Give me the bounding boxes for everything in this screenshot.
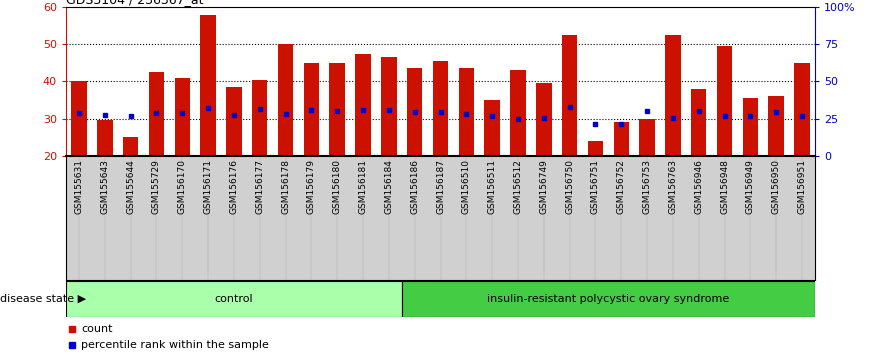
Bar bbox=[433, 61, 448, 156]
Text: GSM156763: GSM156763 bbox=[669, 160, 677, 215]
Text: count: count bbox=[81, 324, 113, 333]
Bar bbox=[66, 281, 402, 317]
Text: GSM156179: GSM156179 bbox=[307, 160, 316, 215]
Text: GSM156750: GSM156750 bbox=[565, 160, 574, 215]
Bar bbox=[691, 89, 707, 156]
Text: GSM156184: GSM156184 bbox=[384, 160, 393, 215]
Text: GSM156753: GSM156753 bbox=[642, 160, 652, 215]
Text: GSM155643: GSM155643 bbox=[100, 160, 109, 215]
Bar bbox=[122, 137, 138, 156]
Text: GSM156187: GSM156187 bbox=[436, 160, 445, 215]
Text: GSM156177: GSM156177 bbox=[255, 160, 264, 215]
Text: GSM156749: GSM156749 bbox=[539, 160, 548, 215]
Bar bbox=[717, 46, 732, 156]
Bar bbox=[562, 35, 577, 156]
Text: GSM156752: GSM156752 bbox=[617, 160, 626, 215]
Bar bbox=[174, 78, 190, 156]
Bar bbox=[640, 119, 655, 156]
Text: GSM156176: GSM156176 bbox=[229, 160, 239, 215]
Text: GSM156951: GSM156951 bbox=[797, 160, 806, 215]
Bar bbox=[768, 96, 784, 156]
Text: GSM156950: GSM156950 bbox=[772, 160, 781, 215]
Bar bbox=[329, 63, 345, 156]
Text: GSM156170: GSM156170 bbox=[178, 160, 187, 215]
Bar bbox=[252, 80, 268, 156]
Bar bbox=[278, 44, 293, 156]
Bar bbox=[381, 57, 396, 156]
Bar bbox=[795, 63, 810, 156]
Text: GSM156171: GSM156171 bbox=[204, 160, 212, 215]
Text: GSM155729: GSM155729 bbox=[152, 160, 161, 215]
Bar bbox=[613, 122, 629, 156]
Bar bbox=[226, 87, 241, 156]
Text: GSM156178: GSM156178 bbox=[281, 160, 290, 215]
Text: GSM156511: GSM156511 bbox=[488, 160, 497, 215]
Bar bbox=[71, 81, 86, 156]
Text: GSM156946: GSM156946 bbox=[694, 160, 703, 215]
Bar bbox=[149, 72, 164, 156]
Text: control: control bbox=[215, 294, 253, 304]
Text: disease state ▶: disease state ▶ bbox=[0, 294, 86, 304]
Text: GSM156180: GSM156180 bbox=[333, 160, 342, 215]
Bar bbox=[402, 281, 815, 317]
Text: GSM156181: GSM156181 bbox=[359, 160, 367, 215]
Text: GSM156186: GSM156186 bbox=[411, 160, 419, 215]
Bar bbox=[743, 98, 759, 156]
Text: GSM156512: GSM156512 bbox=[514, 160, 522, 215]
Text: GSM156948: GSM156948 bbox=[720, 160, 729, 215]
Bar bbox=[97, 120, 113, 156]
Text: percentile rank within the sample: percentile rank within the sample bbox=[81, 340, 269, 350]
Text: GSM155631: GSM155631 bbox=[75, 160, 84, 215]
Bar bbox=[459, 68, 474, 156]
Text: GSM156949: GSM156949 bbox=[746, 160, 755, 215]
Bar bbox=[510, 70, 526, 156]
Bar bbox=[355, 53, 371, 156]
Bar bbox=[304, 63, 319, 156]
Bar bbox=[536, 83, 552, 156]
Text: GSM156751: GSM156751 bbox=[591, 160, 600, 215]
Text: GSM155644: GSM155644 bbox=[126, 160, 135, 214]
Text: GSM156510: GSM156510 bbox=[462, 160, 470, 215]
Bar bbox=[407, 68, 422, 156]
Bar bbox=[200, 15, 216, 156]
Text: insulin-resistant polycystic ovary syndrome: insulin-resistant polycystic ovary syndr… bbox=[487, 294, 729, 304]
Text: GDS3104 / 236367_at: GDS3104 / 236367_at bbox=[66, 0, 204, 6]
Bar bbox=[665, 35, 681, 156]
Bar bbox=[588, 141, 603, 156]
Bar bbox=[485, 100, 500, 156]
